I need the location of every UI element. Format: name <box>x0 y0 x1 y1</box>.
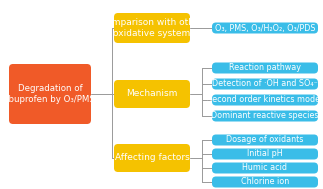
FancyBboxPatch shape <box>212 78 318 90</box>
FancyBboxPatch shape <box>212 63 318 74</box>
Text: Reaction pathway: Reaction pathway <box>229 64 301 73</box>
Text: Dominant reactive species: Dominant reactive species <box>211 112 319 121</box>
FancyBboxPatch shape <box>9 64 91 124</box>
Text: Dosage of oxidants: Dosage of oxidants <box>226 136 304 145</box>
FancyBboxPatch shape <box>114 144 190 172</box>
Text: Humic acid: Humic acid <box>243 163 287 173</box>
Text: Initial pH: Initial pH <box>247 149 283 159</box>
Text: Detection of ·OH and SO₄⁻: Detection of ·OH and SO₄⁻ <box>212 80 318 88</box>
FancyBboxPatch shape <box>212 163 318 174</box>
Text: Affecting factors: Affecting factors <box>115 153 189 163</box>
Text: Chlorine ion: Chlorine ion <box>241 177 289 187</box>
Text: Second order kinetics model: Second order kinetics model <box>207 95 323 105</box>
Text: O₃, PMS, O₃/H₂O₂, O₃/PDS: O₃, PMS, O₃/H₂O₂, O₃/PDS <box>215 23 315 33</box>
Text: Mechanism: Mechanism <box>126 90 178 98</box>
Text: Degradation of
Ibuprofen by O₃/PMS: Degradation of Ibuprofen by O₃/PMS <box>5 84 94 104</box>
FancyBboxPatch shape <box>114 80 190 108</box>
Text: Comparison with other
oxidative system: Comparison with other oxidative system <box>100 18 204 38</box>
FancyBboxPatch shape <box>212 22 318 33</box>
FancyBboxPatch shape <box>212 135 318 146</box>
FancyBboxPatch shape <box>212 94 318 105</box>
FancyBboxPatch shape <box>212 177 318 187</box>
FancyBboxPatch shape <box>212 149 318 160</box>
FancyBboxPatch shape <box>212 111 318 122</box>
FancyBboxPatch shape <box>114 13 190 43</box>
